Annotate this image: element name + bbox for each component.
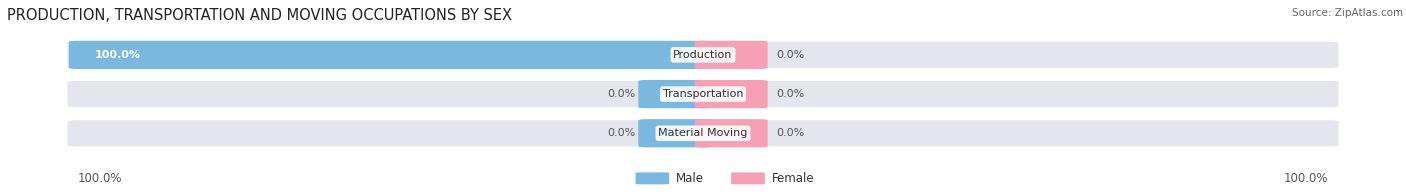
FancyBboxPatch shape xyxy=(731,172,765,184)
Text: 100.0%: 100.0% xyxy=(77,172,122,185)
Text: Material Moving: Material Moving xyxy=(658,128,748,138)
Text: Transportation: Transportation xyxy=(662,89,744,99)
Text: Source: ZipAtlas.com: Source: ZipAtlas.com xyxy=(1292,8,1403,18)
Text: 0.0%: 0.0% xyxy=(607,89,636,99)
FancyBboxPatch shape xyxy=(66,40,1340,69)
Text: 100.0%: 100.0% xyxy=(1284,172,1329,185)
Text: PRODUCTION, TRANSPORTATION AND MOVING OCCUPATIONS BY SEX: PRODUCTION, TRANSPORTATION AND MOVING OC… xyxy=(7,8,512,23)
Text: 0.0%: 0.0% xyxy=(776,89,804,99)
FancyBboxPatch shape xyxy=(638,119,711,147)
FancyBboxPatch shape xyxy=(636,172,669,184)
Text: 100.0%: 100.0% xyxy=(94,50,141,60)
FancyBboxPatch shape xyxy=(69,41,711,69)
FancyBboxPatch shape xyxy=(695,41,768,69)
Text: 0.0%: 0.0% xyxy=(776,50,804,60)
Text: 0.0%: 0.0% xyxy=(776,128,804,138)
Text: 0.0%: 0.0% xyxy=(607,128,636,138)
Text: Production: Production xyxy=(673,50,733,60)
FancyBboxPatch shape xyxy=(66,119,1340,148)
FancyBboxPatch shape xyxy=(66,80,1340,109)
Text: Male: Male xyxy=(676,172,704,185)
FancyBboxPatch shape xyxy=(638,80,711,108)
Text: Female: Female xyxy=(772,172,814,185)
FancyBboxPatch shape xyxy=(695,119,768,147)
FancyBboxPatch shape xyxy=(695,80,768,108)
